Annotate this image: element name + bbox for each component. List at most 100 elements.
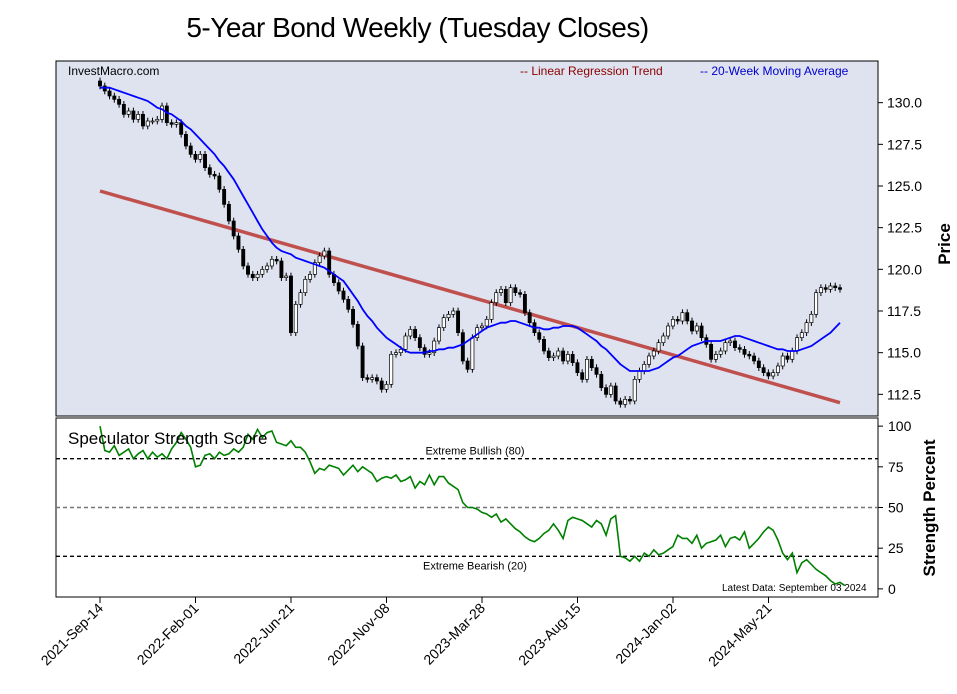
candlestick bbox=[460, 329, 465, 365]
candlestick bbox=[723, 339, 728, 355]
candle-body bbox=[126, 110, 131, 115]
candle-body bbox=[260, 268, 265, 275]
candlestick bbox=[809, 311, 814, 326]
candle-body bbox=[451, 310, 456, 315]
candlestick bbox=[126, 107, 131, 118]
candlestick bbox=[694, 322, 699, 335]
candlestick bbox=[203, 151, 207, 171]
candlestick bbox=[785, 352, 790, 363]
candle-body bbox=[718, 350, 723, 355]
candlestick bbox=[217, 172, 222, 193]
candle-body bbox=[627, 398, 632, 402]
candle-body bbox=[460, 332, 465, 362]
candle-body bbox=[838, 287, 842, 290]
candle-body bbox=[370, 377, 375, 380]
strength-tick-label: 25 bbox=[888, 540, 904, 556]
candlestick bbox=[570, 351, 575, 366]
strength-panel: 0 25 50 75 100 Extreme Bullish (80) Extreme Be… bbox=[55, 417, 912, 598]
candle-body bbox=[150, 120, 155, 123]
candlestick bbox=[207, 164, 212, 178]
candle-body bbox=[269, 258, 274, 267]
candlestick bbox=[241, 246, 246, 270]
candle-body bbox=[575, 362, 580, 374]
moving-average-line bbox=[100, 86, 841, 372]
candlestick bbox=[675, 316, 680, 325]
candle-body bbox=[804, 322, 809, 334]
candlestick bbox=[155, 116, 160, 125]
candlestick bbox=[580, 369, 585, 383]
candle-body bbox=[265, 265, 270, 270]
candle-body bbox=[809, 313, 814, 324]
candle-body bbox=[775, 365, 780, 374]
candlestick bbox=[733, 337, 737, 351]
candlestick bbox=[322, 247, 327, 260]
candlestick bbox=[718, 347, 723, 358]
candle-body bbox=[203, 153, 207, 169]
candle-body bbox=[403, 335, 408, 350]
candle-body bbox=[756, 360, 761, 369]
candlestick bbox=[527, 309, 532, 326]
candle-body bbox=[212, 173, 217, 177]
strength-panel-title: Speculator Strength Score bbox=[68, 429, 267, 448]
candlestick bbox=[274, 256, 279, 265]
candle-body bbox=[656, 342, 661, 352]
candlestick bbox=[121, 101, 126, 118]
candle-body bbox=[346, 298, 351, 310]
candlestick bbox=[437, 324, 441, 345]
candle-body bbox=[312, 262, 317, 275]
candlestick bbox=[661, 332, 666, 346]
candlestick bbox=[522, 291, 527, 316]
candlestick bbox=[604, 384, 609, 398]
candle-body bbox=[766, 372, 771, 377]
candlestick bbox=[623, 396, 628, 408]
candle-body bbox=[207, 167, 212, 175]
candlestick bbox=[183, 131, 188, 150]
candle-body bbox=[398, 348, 403, 354]
candlestick bbox=[585, 356, 589, 383]
candlestick bbox=[451, 307, 456, 318]
candle-body bbox=[322, 250, 327, 257]
candlestick bbox=[370, 374, 375, 383]
candlestick bbox=[284, 272, 289, 281]
candlestick bbox=[666, 322, 671, 340]
candle-body bbox=[351, 308, 355, 325]
candlestick bbox=[317, 252, 322, 266]
candlestick bbox=[164, 102, 169, 126]
candlestick bbox=[389, 351, 394, 388]
candle-body bbox=[713, 353, 718, 360]
candlestick bbox=[651, 347, 656, 360]
candle-body bbox=[642, 363, 647, 372]
candlestick bbox=[422, 344, 427, 358]
candlestick bbox=[728, 337, 733, 346]
candlestick bbox=[680, 309, 685, 325]
candle-body bbox=[723, 342, 728, 352]
candlestick bbox=[546, 347, 551, 361]
candle-body bbox=[742, 348, 747, 355]
x-tick-label: 2022-Feb-01 bbox=[134, 600, 202, 668]
candle-body bbox=[274, 258, 279, 262]
candle-body bbox=[790, 350, 795, 360]
candlestick bbox=[613, 382, 618, 405]
candlestick bbox=[365, 374, 370, 383]
strength-tick-label: 75 bbox=[888, 459, 904, 475]
price-panel: 112.5 115.0 117.5 120.0 122.5 125.0 127.5 130.0 bbox=[55, 60, 922, 417]
candle-body bbox=[246, 265, 250, 275]
candlestick bbox=[408, 326, 413, 340]
candle-body bbox=[441, 317, 446, 329]
candle-body bbox=[747, 353, 752, 357]
price-axis-label: Price bbox=[935, 223, 954, 265]
candle-body bbox=[255, 273, 260, 279]
candle-body bbox=[666, 325, 671, 337]
candle-body bbox=[155, 118, 160, 122]
candle-body bbox=[298, 292, 303, 305]
candlestick bbox=[513, 284, 518, 296]
candlestick bbox=[303, 276, 308, 296]
candle-body bbox=[145, 120, 150, 127]
candlestick bbox=[169, 119, 174, 128]
candle-body bbox=[417, 337, 422, 349]
candle-body bbox=[446, 313, 451, 319]
candle-body bbox=[98, 80, 102, 87]
candlestick bbox=[756, 357, 761, 371]
candlestick bbox=[713, 351, 718, 363]
